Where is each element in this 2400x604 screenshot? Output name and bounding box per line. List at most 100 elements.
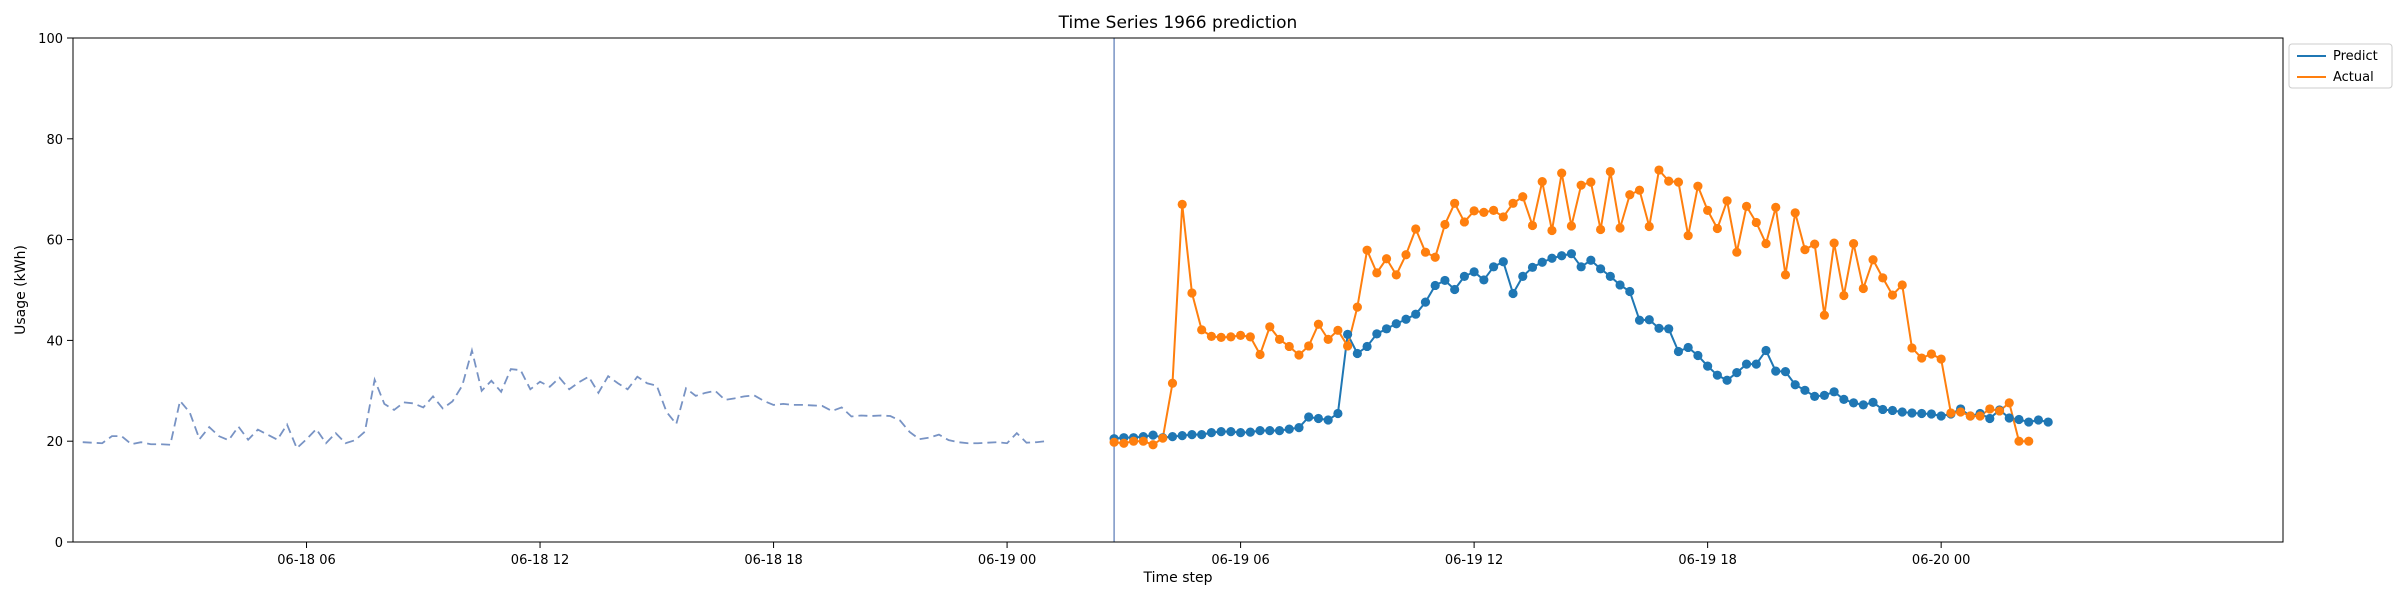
predict-point — [1372, 329, 1381, 338]
predict-point — [1645, 315, 1654, 324]
x-tick-label: 06-19 00 — [978, 553, 1036, 568]
predict-point — [1538, 258, 1547, 267]
actual-point — [1470, 206, 1479, 215]
actual-point — [1713, 224, 1722, 233]
predict-point — [1275, 426, 1284, 435]
actual-point — [1635, 186, 1644, 195]
actual-point — [1625, 190, 1634, 199]
y-axis-label: Usage (kWh) — [13, 245, 29, 335]
predict-point — [1489, 262, 1498, 271]
actual-point — [1178, 200, 1187, 209]
x-tick-label: 06-19 12 — [1445, 553, 1503, 568]
actual-point — [1907, 343, 1916, 352]
actual-point — [2024, 437, 2033, 446]
actual-point — [1995, 406, 2004, 415]
predict-point — [1596, 264, 1605, 273]
actual-point — [1849, 239, 1858, 248]
y-tick-label: 0 — [55, 536, 63, 551]
predict-point — [1771, 367, 1780, 376]
predict-point — [1703, 362, 1712, 371]
actual-point — [1800, 245, 1809, 254]
predict-point — [1411, 310, 1420, 319]
predict-point — [2034, 415, 2043, 424]
actual-point — [1168, 379, 1177, 388]
predict-point — [1810, 392, 1819, 401]
actual-point — [1703, 206, 1712, 215]
predict-point — [1148, 431, 1157, 440]
actual-point — [1518, 192, 1527, 201]
predict-point — [1450, 285, 1459, 294]
actual-point — [1324, 335, 1333, 344]
actual-point — [1898, 280, 1907, 289]
predict-point — [1791, 380, 1800, 389]
predict-point — [1820, 391, 1829, 400]
predict-point — [1615, 280, 1624, 289]
predict-point — [1246, 428, 1255, 437]
actual-point — [1577, 181, 1586, 190]
predict-point — [1265, 426, 1274, 435]
predict-point — [2044, 417, 2053, 426]
actual-point — [1275, 335, 1284, 344]
predict-point — [2014, 415, 2023, 424]
predict-point — [1713, 371, 1722, 380]
actual-point — [1888, 290, 1897, 299]
actual-point — [1265, 322, 1274, 331]
actual-point — [1596, 225, 1605, 234]
predict-point — [1178, 431, 1187, 440]
predict-point — [1226, 427, 1235, 436]
predict-point — [1343, 330, 1352, 339]
actual-point — [2005, 398, 2014, 407]
chart-title: Time Series 1966 prediction — [1058, 13, 1298, 33]
actual-point — [1499, 212, 1508, 221]
actual-point — [1956, 407, 1965, 416]
predict-point — [1606, 272, 1615, 281]
predict-point — [1917, 409, 1926, 418]
actual-point — [1742, 202, 1751, 211]
legend-label-predict: Predict — [2333, 49, 2378, 64]
actual-point — [1440, 220, 1449, 229]
actual-point — [1927, 349, 1936, 358]
predict-point — [1859, 400, 1868, 409]
x-tick-label: 06-18 18 — [744, 553, 802, 568]
actual-point — [1538, 177, 1547, 186]
predict-point — [1577, 262, 1586, 271]
actual-point — [1781, 270, 1790, 279]
actual-point — [1255, 350, 1264, 359]
actual-point — [1528, 221, 1537, 230]
predict-point — [1635, 316, 1644, 325]
actual-point — [1684, 231, 1693, 240]
x-axis-label: Time step — [1143, 570, 1213, 586]
actual-point — [1431, 253, 1440, 262]
predict-point — [1839, 395, 1848, 404]
predict-point — [1197, 430, 1206, 439]
predict-point — [1742, 359, 1751, 368]
actual-point — [1732, 248, 1741, 257]
predict-point — [1761, 346, 1770, 355]
predict-point — [1333, 409, 1342, 418]
actual-point — [1236, 331, 1245, 340]
predict-point — [1567, 249, 1576, 258]
actual-point — [1217, 333, 1226, 342]
predict-point — [1421, 298, 1430, 307]
predict-point — [1732, 368, 1741, 377]
actual-point — [1479, 208, 1488, 217]
y-tick-label: 60 — [46, 234, 63, 249]
x-tick-label: 06-18 12 — [511, 553, 569, 568]
actual-point — [1392, 270, 1401, 279]
predict-point — [1255, 426, 1264, 435]
predict-point — [2005, 413, 2014, 422]
actual-point — [1917, 353, 1926, 362]
actual-point — [1761, 239, 1770, 248]
predict-point — [1674, 347, 1683, 356]
actual-point — [1878, 273, 1887, 282]
predict-point — [1168, 432, 1177, 441]
predict-point — [1625, 287, 1634, 296]
predict-point — [1752, 359, 1761, 368]
predict-point — [1800, 386, 1809, 395]
predict-point — [1285, 425, 1294, 434]
y-tick-label: 80 — [46, 133, 63, 148]
predict-point — [1898, 407, 1907, 416]
actual-point — [1567, 221, 1576, 230]
